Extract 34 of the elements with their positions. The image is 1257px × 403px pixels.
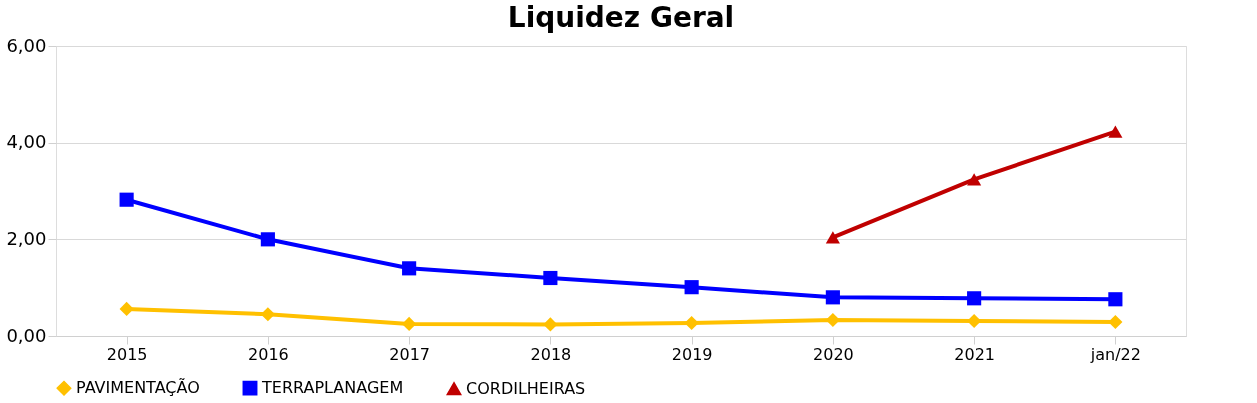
x-tick-label: 2018: [530, 344, 572, 364]
x-tick-label: 2020: [813, 344, 854, 364]
point: [402, 261, 417, 276]
point: [119, 192, 134, 207]
point: [684, 280, 699, 295]
point: [825, 231, 840, 244]
point: [967, 173, 982, 186]
y-tick-label: 0,00: [6, 324, 47, 346]
point: [1108, 292, 1123, 307]
point: [825, 312, 840, 328]
point: [402, 316, 417, 331]
x-tick-label: 2021: [954, 344, 995, 364]
y-tick-label: 4,00: [6, 131, 47, 153]
point: [260, 307, 275, 322]
x-tick-label: 2016: [248, 344, 289, 364]
chart-title: Liquidez Geral: [507, 1, 735, 34]
y-tick-label: 6,00: [6, 34, 47, 56]
point: [1108, 125, 1123, 138]
point: [543, 317, 558, 332]
point: [260, 232, 275, 247]
x-tick-label: 2015: [106, 344, 148, 364]
y-tick-label: 2,00: [6, 227, 47, 249]
point: [825, 290, 840, 305]
x-tick-label: jan/22: [1089, 344, 1141, 364]
x-tick-label: 2019: [671, 344, 713, 364]
legend-label: TERRAPLANAGEM: [261, 378, 404, 398]
point: [1108, 314, 1123, 330]
legend-label: CORDILHEIRAS: [466, 378, 586, 398]
point: [543, 270, 558, 286]
point: [119, 301, 134, 316]
point: [967, 291, 982, 306]
legend-label: PAVIMENTAÇÃO: [76, 378, 200, 398]
point: [684, 315, 699, 331]
x-tick-label: 2017: [389, 344, 430, 364]
